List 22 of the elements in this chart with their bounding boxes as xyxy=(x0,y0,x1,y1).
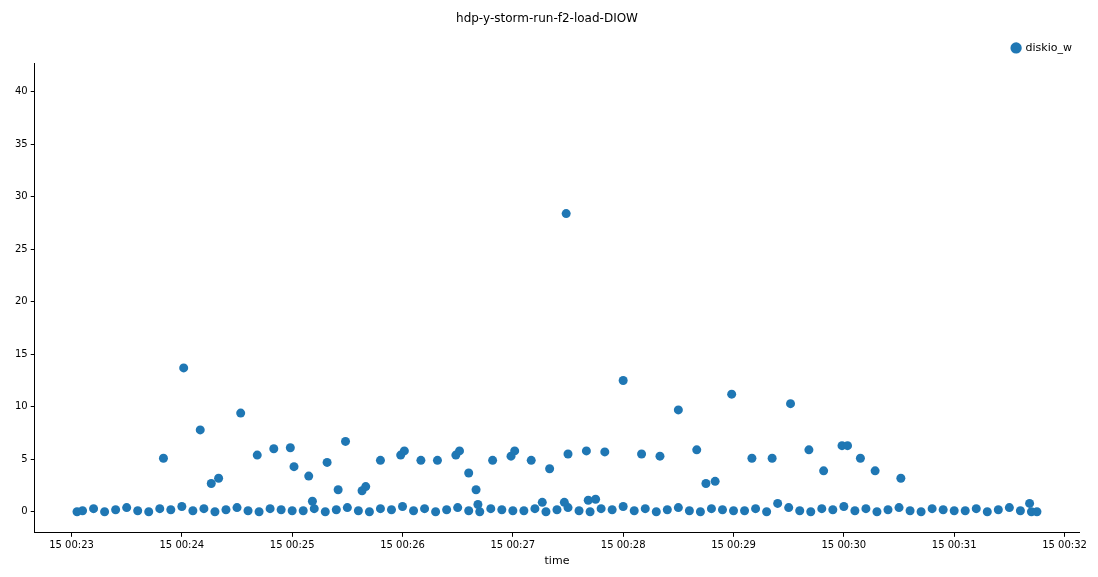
x-tick-label: 15 00:29 xyxy=(711,539,756,551)
x-tick-label: 15 00:26 xyxy=(380,539,425,551)
x-tick-label: 15 00:27 xyxy=(490,539,536,551)
chart-title: hdp-y-storm-run-f2-load-DIOW xyxy=(456,11,639,26)
y-tick-label: 20 xyxy=(14,295,28,307)
y-tick-label: 0 xyxy=(21,505,28,517)
x-tick-label: 15 00:32 xyxy=(1042,539,1087,551)
y-tick-label: 35 xyxy=(14,137,28,149)
x-axis-title: time xyxy=(544,554,570,568)
y-tick-label: 15 xyxy=(14,347,28,359)
y-tick-label: 25 xyxy=(14,242,28,254)
y-tick-label: 30 xyxy=(14,190,28,202)
x-tick-label: 15 00:23 xyxy=(49,539,94,551)
legend-label: diskio_w xyxy=(1025,40,1073,54)
x-tick-label: 15 00:30 xyxy=(821,539,867,551)
y-tick-label: 10 xyxy=(14,400,28,412)
x-tick-label: 15 00:28 xyxy=(600,539,646,551)
y-tick-label: 40 xyxy=(14,85,28,97)
x-tick-label: 15 00:31 xyxy=(931,539,977,551)
y-tick-label: 5 xyxy=(21,452,28,464)
x-tick-label: 15 00:25 xyxy=(269,539,315,551)
x-tick-label: 15 00:24 xyxy=(159,539,205,551)
